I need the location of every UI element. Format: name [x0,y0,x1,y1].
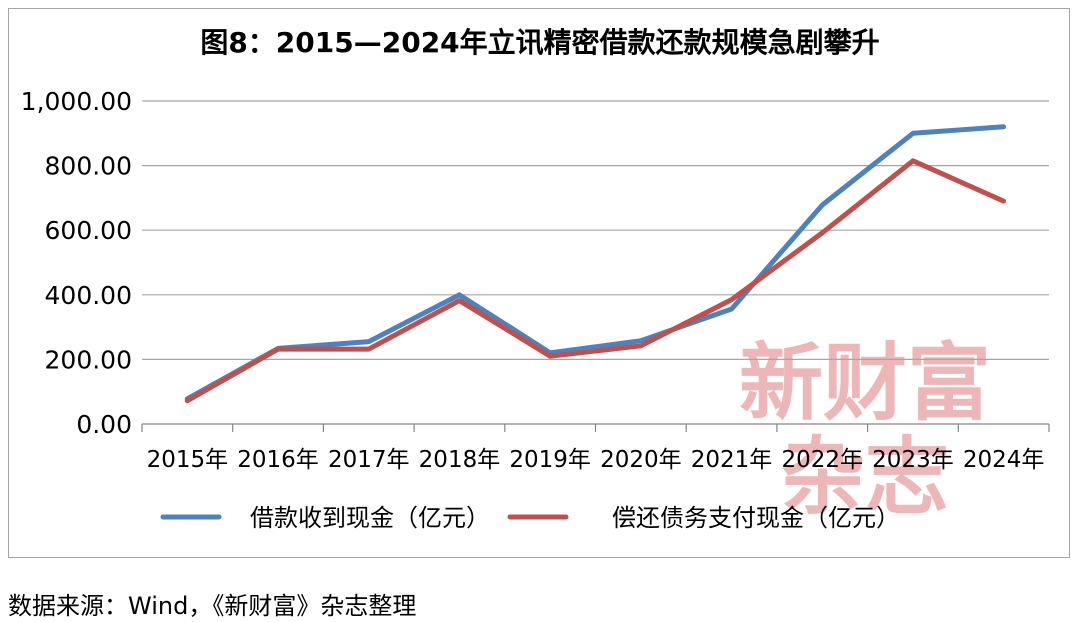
x-tick-label: 2018年 [419,447,501,473]
x-tick-label: 2020年 [600,447,682,473]
y-axis-ticks: 0.00 200.00 400.00 600.00 800.00 1,000.00 [21,87,132,439]
x-tick-label: 2016年 [237,447,319,473]
y-tick-label: 1,000.00 [21,87,132,116]
source-note: 数据来源：Wind，《新财富》杂志整理 [8,592,417,620]
legend-label-2: 偿还债务支付现金（亿元） [612,504,900,532]
series-lines [184,124,1007,404]
x-tick-label: 2015年 [147,447,229,473]
y-tick-label: 0.00 [76,410,132,439]
x-tick-label: 2019年 [509,447,591,473]
chart-title: 图8：2015—2024年立讯精密借款还款规模急剧攀升 [200,26,879,59]
legend-label-1: 借款收到现金（亿元） [250,504,490,532]
x-tick-label: 2024年 [963,447,1045,473]
x-tick-label: 2017年 [328,447,410,473]
x-tick-label: 2021年 [691,447,773,473]
y-tick-label: 400.00 [45,281,132,310]
y-tick-label: 600.00 [45,216,132,245]
watermark-line-2: 杂志 [781,427,949,526]
y-tick-label: 800.00 [45,152,132,181]
y-tick-label: 200.00 [45,345,132,374]
series-line-2 [184,158,1007,404]
x-tick-label: 2022年 [781,447,863,473]
x-tick-label: 2023年 [872,447,954,473]
watermark-line-1: 新财富 [739,333,991,432]
x-axis-ticks: 2015年 2016年 2017年 2018年 2019年 2020年 2021年 2022年… [141,424,1050,473]
gridlines [142,100,1049,425]
series-line-1 [184,124,1007,402]
chart-frame [8,8,1070,558]
legend: 借款收到现金（亿元） 偿还债务支付现金（亿元） [160,504,900,532]
